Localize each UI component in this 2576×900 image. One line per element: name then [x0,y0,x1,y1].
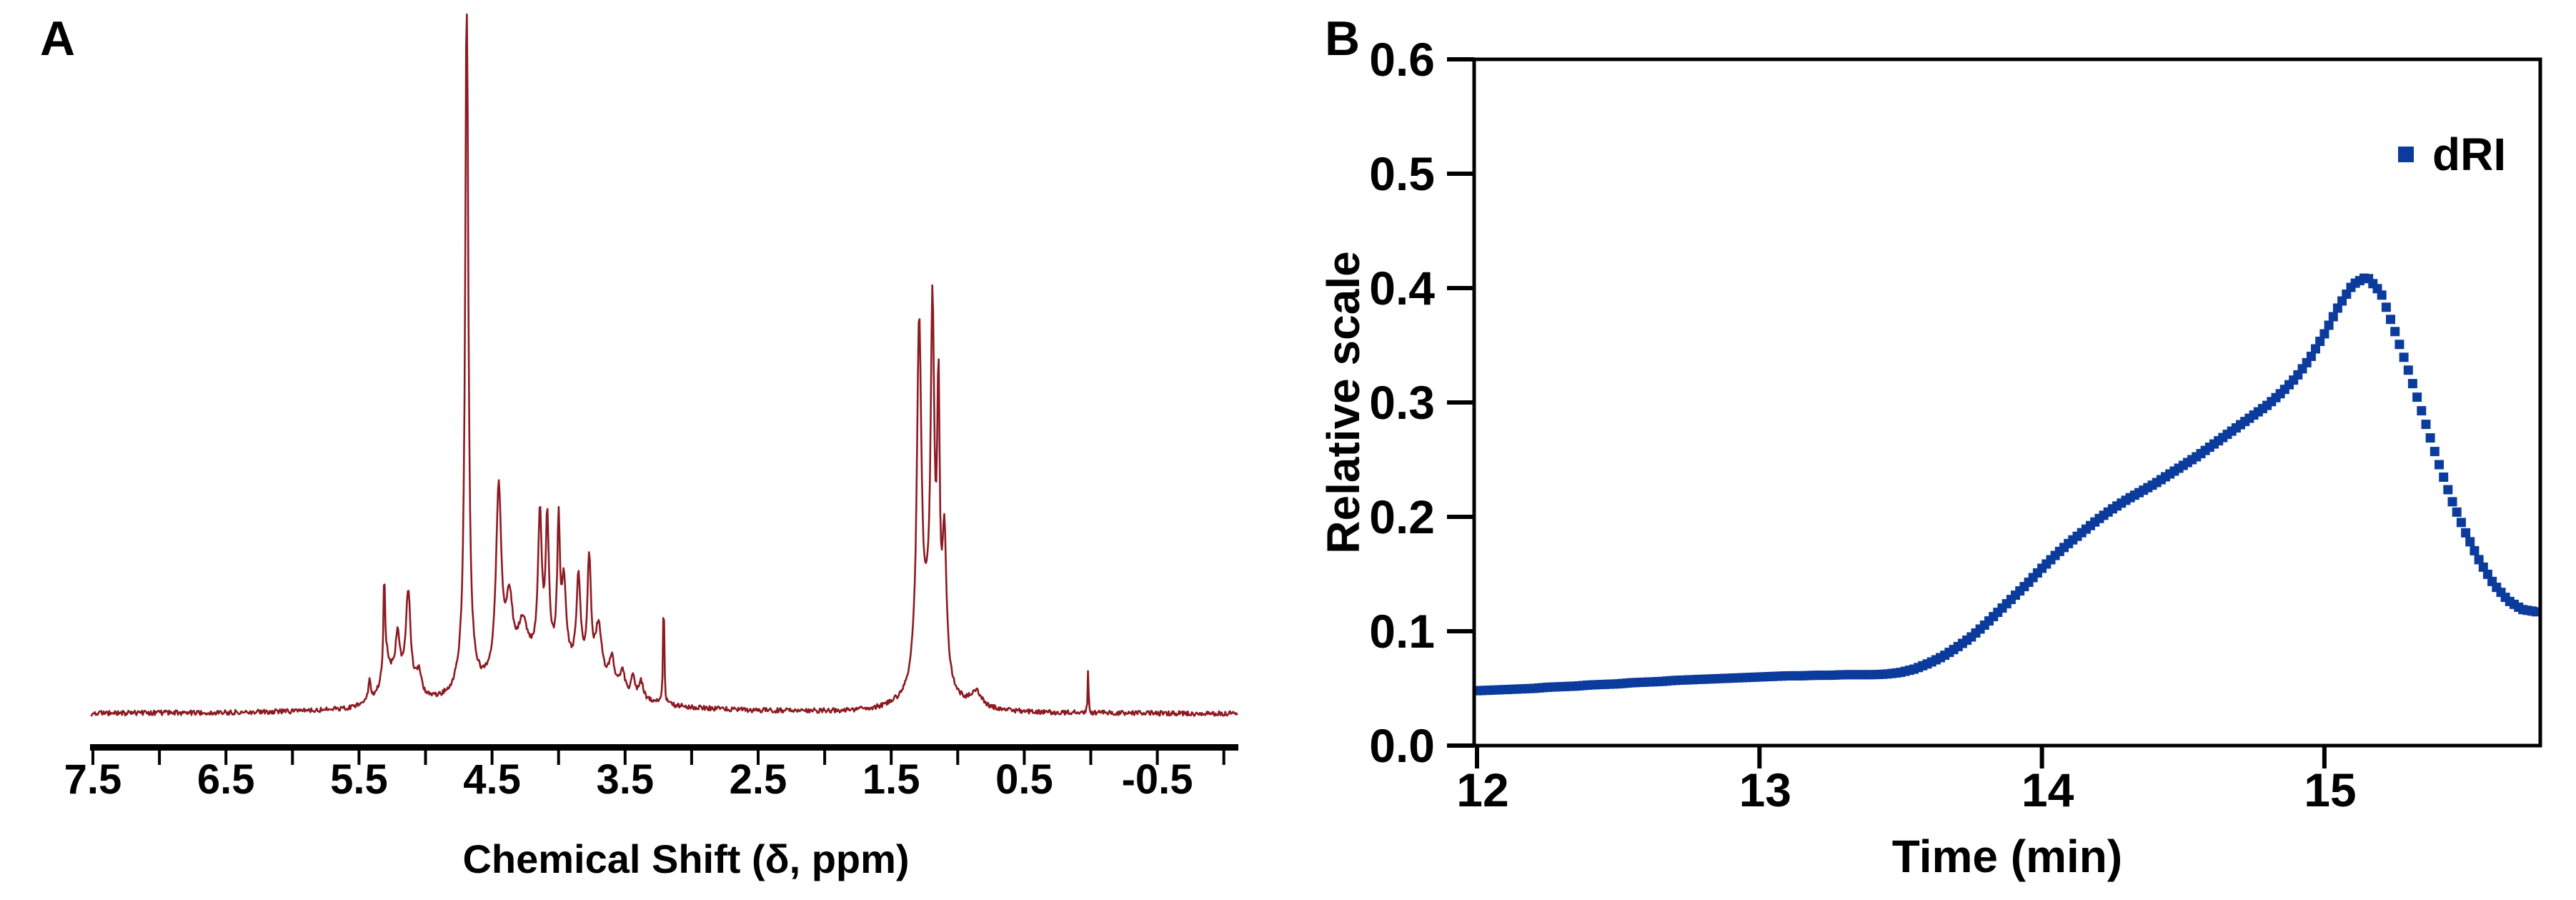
svg-text:0.3: 0.3 [1369,376,1435,429]
svg-text:6.5: 6.5 [197,756,255,803]
sec-chromatogram-panel: 0.0 0.1 0.2 0.3 0.4 0.5 0.6 12 13 14 15 [1369,33,2542,816]
legend-square-marker-icon [2398,147,2414,162]
svg-text:14: 14 [2021,763,2074,816]
svg-text:0.0: 0.0 [1369,719,1435,772]
svg-text:4.5: 4.5 [463,756,521,803]
sec-x-axis-title: Time (min) [1891,831,2123,882]
nmr-x-axis-title: Chemical Shift (δ, ppm) [462,836,910,881]
svg-text:1.5: 1.5 [862,756,920,803]
svg-text:0.5: 0.5 [995,756,1053,803]
sec-y-axis-title: Relative scale [1318,251,1369,554]
nmr-spectrum-panel: 7.5 6.5 5.5 4.5 3.5 2.5 1.5 0.5 -0.5 [64,13,1238,803]
svg-text:12: 12 [1456,763,1508,816]
svg-text:-0.5: -0.5 [1122,756,1193,803]
svg-text:5.5: 5.5 [330,756,388,803]
svg-text:2.5: 2.5 [730,756,787,803]
svg-text:0.1: 0.1 [1369,605,1435,658]
svg-text:13: 13 [1739,763,1791,816]
svg-text:15: 15 [2304,763,2356,816]
svg-text:3.5: 3.5 [596,756,654,803]
legend: dRI [2398,132,2506,177]
svg-text:0.4: 0.4 [1369,262,1435,315]
svg-text:7.5: 7.5 [64,756,122,803]
svg-text:0.6: 0.6 [1369,33,1435,86]
legend-series-label: dRI [2432,129,2507,180]
svg-text:0.5: 0.5 [1369,147,1435,200]
svg-text:0.2: 0.2 [1369,490,1435,543]
panel-a-label: A [40,11,76,66]
panel-b-label: B [1325,11,1361,66]
